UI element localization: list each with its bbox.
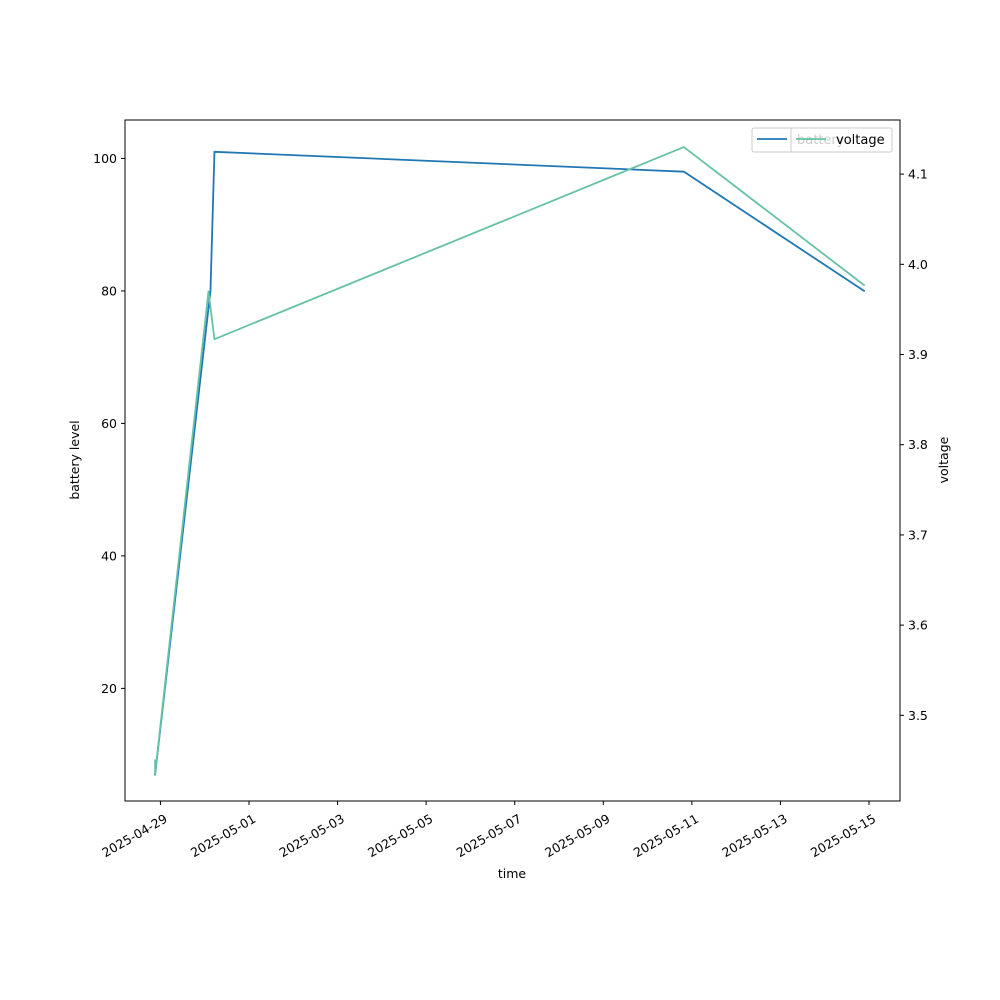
- y-right-tick-label-1: 3.6: [908, 618, 928, 633]
- y-left-tick-label-0: 20: [101, 681, 117, 696]
- y-left-tick-label-4: 100: [93, 151, 117, 166]
- legend-voltage: voltage: [790, 127, 893, 153]
- axes-frame: [124, 119, 901, 802]
- series-line-battery: [154, 150, 866, 776]
- y-axis-left-label: battery level: [67, 420, 82, 499]
- series-line-voltage: [154, 146, 866, 775]
- legend-voltage-label: voltage: [836, 133, 885, 148]
- y-axis-right: 3.5 3.6 3.7 3.8 3.9 4.0 4.1: [900, 167, 928, 723]
- y-left-tick-label-3: 80: [101, 283, 117, 298]
- y-right-tick-label-3: 3.8: [908, 437, 928, 452]
- y-right-tick-label-5: 4.0: [908, 257, 928, 272]
- legend-voltage-box: [790, 127, 893, 153]
- y-right-tick-label-6: 4.1: [908, 167, 928, 182]
- y-left-tick-label-1: 40: [101, 548, 117, 563]
- y-left-tick-label-2: 60: [101, 416, 117, 431]
- y-axis-left: 20 40 60 80 100: [93, 151, 125, 696]
- y-right-tick-label-4: 3.9: [908, 347, 928, 362]
- y-axis-right-label: voltage: [936, 436, 951, 483]
- x-axis-label: time: [498, 866, 527, 881]
- series-layer: [154, 146, 866, 776]
- y-right-tick-label-2: 3.7: [908, 527, 928, 542]
- y-right-tick-label-0: 3.5: [908, 708, 928, 723]
